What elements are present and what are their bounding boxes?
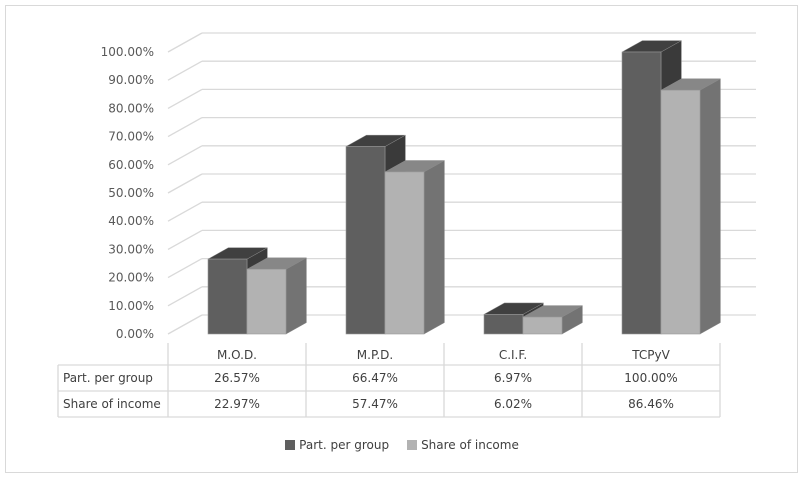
category-label: M.O.D. — [217, 348, 257, 362]
table-cell: 6.97% — [494, 371, 532, 385]
gridline-side — [167, 60, 203, 81]
table-cell: 100.00% — [624, 371, 677, 385]
bar-side — [699, 78, 721, 335]
category-label: TCPyV — [631, 348, 670, 362]
y-tick-label: 60.00% — [108, 158, 154, 172]
y-tick-label: 50.00% — [108, 186, 154, 200]
legend-swatch-share-of-income — [407, 440, 418, 450]
bar-side — [423, 160, 445, 335]
bar — [483, 314, 524, 335]
bar — [522, 316, 563, 335]
gridline-side — [167, 173, 203, 194]
bar — [345, 146, 386, 335]
gridline-side — [167, 229, 203, 250]
legend-label: Part. per group — [299, 438, 390, 452]
legend-item-part-per-group: Part. per group — [285, 438, 389, 452]
y-tick-label: 80.00% — [108, 101, 154, 115]
gridline-side — [167, 145, 203, 166]
table-cell: 6.02% — [494, 397, 532, 411]
series-label: Part. per group — [63, 371, 153, 385]
y-tick-label: 100.00% — [101, 45, 154, 59]
legend-swatch-part-per-group — [285, 440, 296, 450]
gridline-side — [167, 314, 203, 335]
gridline-side — [167, 286, 203, 307]
y-tick-label: 40.00% — [108, 214, 154, 228]
bar — [660, 89, 701, 335]
table-cell: 86.46% — [628, 397, 674, 411]
y-tick-label: 90.00% — [108, 73, 154, 87]
bar — [246, 268, 287, 335]
gridline-side — [167, 201, 203, 222]
y-tick-label: 30.00% — [108, 242, 154, 256]
y-tick-label: 70.00% — [108, 130, 154, 144]
gridline-side — [167, 258, 203, 279]
series-label: Share of income — [63, 397, 161, 411]
y-tick-label: 20.00% — [108, 271, 154, 285]
category-label: C.I.F. — [499, 348, 527, 362]
legend-item-share-of-income: Share of income — [407, 438, 519, 452]
gridline-side — [167, 88, 203, 109]
y-tick-label: 10.00% — [108, 299, 154, 313]
gridline-side — [167, 117, 203, 138]
y-tick-label: 0.00% — [116, 327, 154, 341]
bar-side — [285, 257, 307, 335]
table-cell: 66.47% — [352, 371, 398, 385]
bar — [207, 258, 248, 335]
category-label: M.P.D. — [357, 348, 393, 362]
bar — [384, 171, 425, 335]
table-cell: 22.97% — [214, 397, 260, 411]
legend: Part. per group Share of income — [0, 438, 804, 452]
gridline-side — [167, 32, 203, 53]
table-cell: 26.57% — [214, 371, 260, 385]
bar — [621, 51, 662, 335]
legend-label: Share of income — [421, 438, 519, 452]
table-cell: 57.47% — [352, 397, 398, 411]
